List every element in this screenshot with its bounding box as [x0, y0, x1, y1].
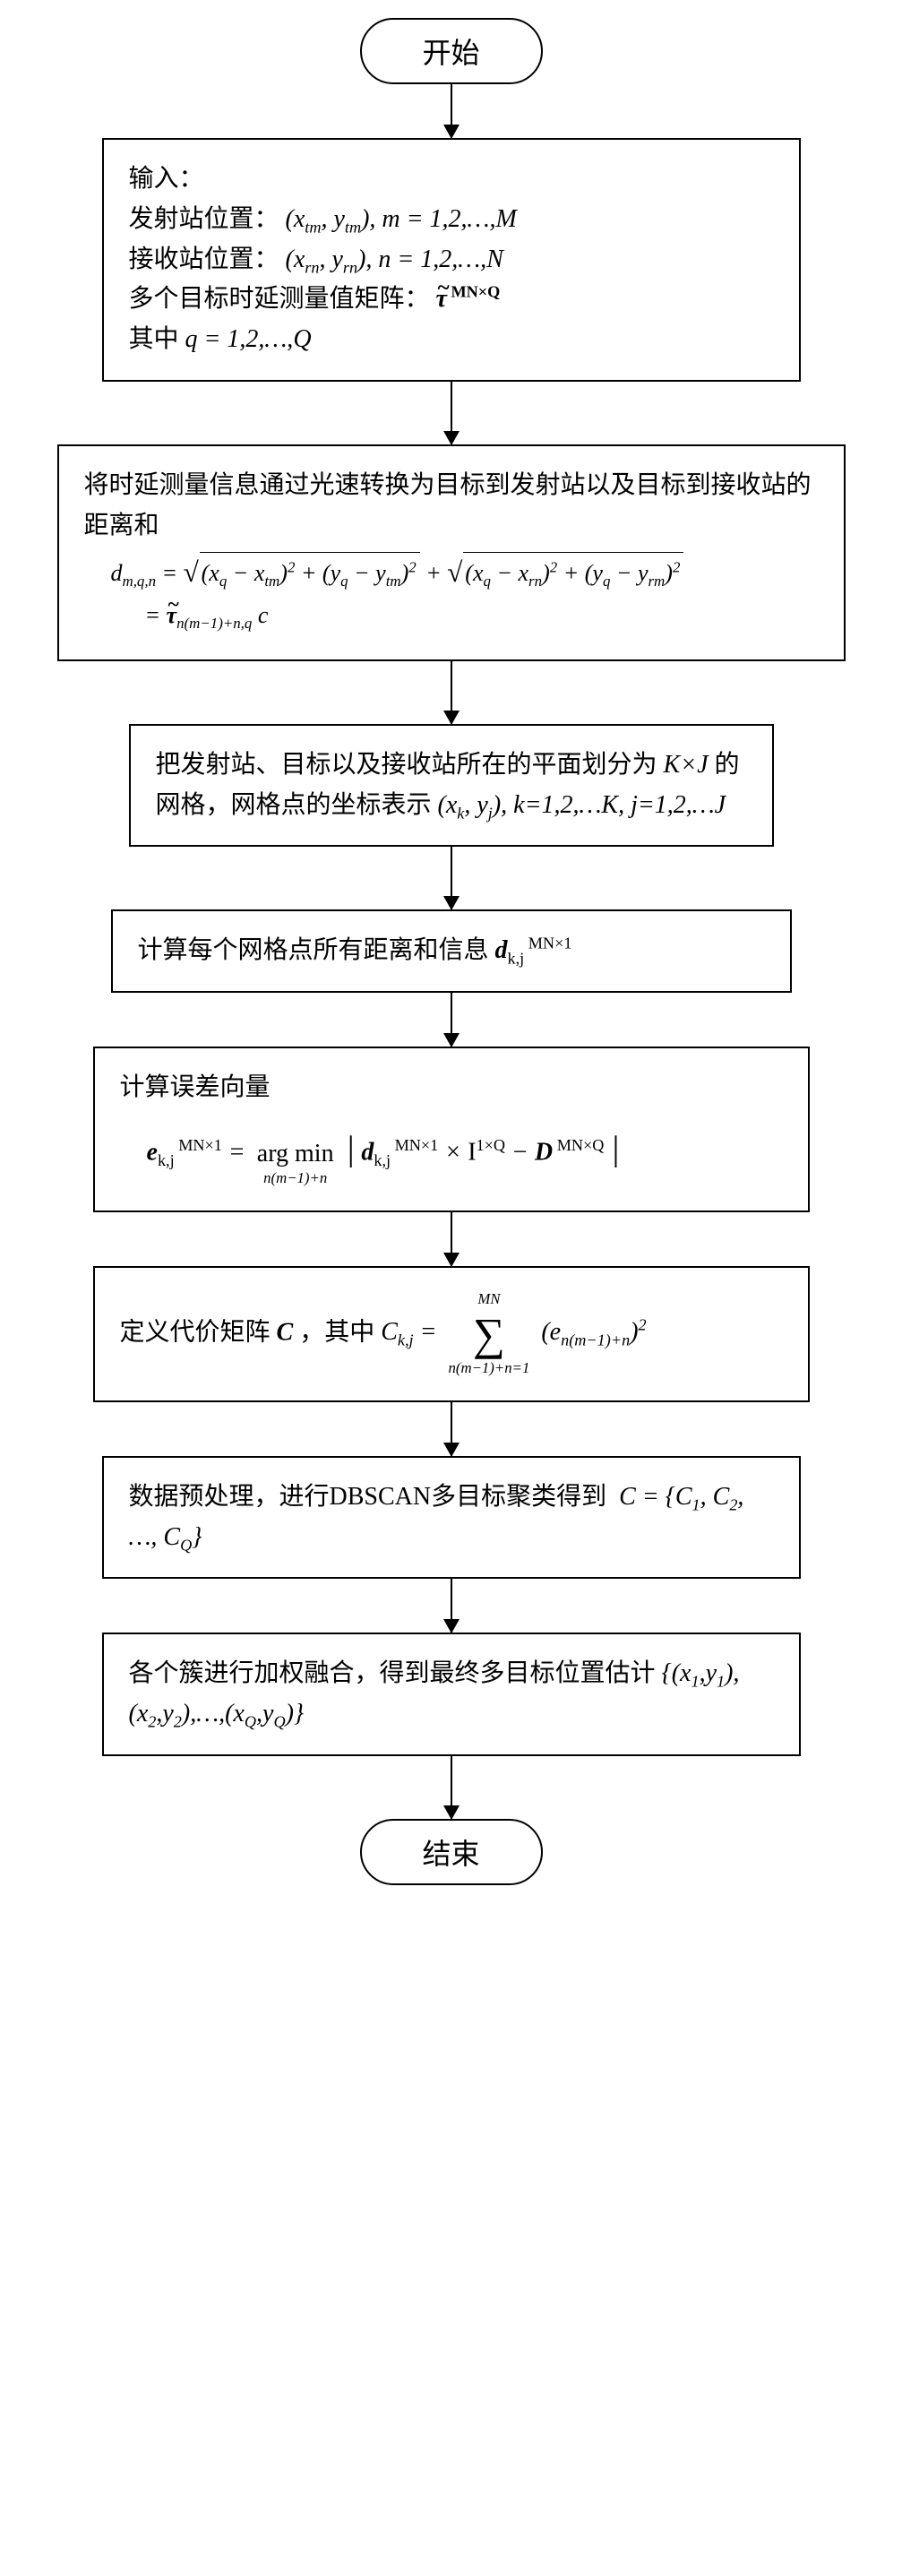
text: 发射站位置：	[129, 205, 279, 233]
line: 输入：	[129, 159, 774, 200]
input-box: 输入： 发射站位置： (xtm, ytm), m = 1,2,…,M 接收站位置…	[102, 138, 801, 382]
arrow	[451, 1579, 452, 1633]
arrow	[451, 661, 452, 724]
arrow	[451, 993, 452, 1047]
arrow	[451, 1756, 452, 1819]
distance-box: 将时延测量信息通过光速转换为目标到发射站以及目标到接收站的距离和 dm,q,n …	[57, 444, 846, 661]
math: (xtm, ytm), m = 1,2,…,M	[286, 205, 517, 233]
arrow	[451, 1402, 452, 1456]
line: 多个目标时延测量值矩阵： τ MN×Q	[129, 280, 774, 320]
text: 计算误差向量	[120, 1068, 783, 1108]
math: τ MN×Q	[436, 285, 501, 313]
cost-matrix-box: 定义代价矩阵 C ，其中 Ck,j = MN ∑ n(m−1)+n=1 (en(…	[93, 1266, 810, 1402]
arrow	[451, 847, 452, 909]
text: 接收站位置：	[129, 246, 279, 273]
equation: Ck,j = MN ∑ n(m−1)+n=1 (en(m−1)+n)2	[381, 1318, 646, 1346]
grid-distance-box: 计算每个网格点所有距离和信息 dk,j MN×1	[111, 909, 792, 993]
dbscan-box: 数据预处理，进行DBSCAN多目标聚类得到 C = {C1, C2, …, CQ…	[102, 1456, 801, 1580]
arrow	[451, 382, 452, 444]
end-label: 结束	[422, 1838, 479, 1870]
end-terminator: 结束	[360, 1819, 543, 1885]
grid-box: 把发射站、目标以及接收站所在的平面划分为 K×J 的网格，网格点的坐标表示 (x…	[129, 724, 774, 848]
math: q = 1,2,…,Q	[185, 325, 312, 353]
error-vector-box: 计算误差向量 ek,j MN×1 = arg min n(m−1)+n | dk…	[93, 1047, 810, 1212]
start-label: 开始	[422, 37, 479, 69]
text: 将时延测量信息通过光速转换为目标到发射站以及目标到接收站的距离和	[84, 466, 819, 547]
math: dk,j MN×1	[495, 936, 572, 964]
arrow	[451, 1212, 452, 1266]
equation: = τn(m−1)+n,q c	[145, 597, 819, 634]
text: 多个目标时延测量值矩阵：	[129, 285, 430, 313]
text: 各个簇进行加权融合，得到最终多目标位置估计 {(x1,y1),(x2,y2),……	[129, 1659, 740, 1727]
line: 其中 q = 1,2,…,Q	[129, 320, 774, 360]
equation: dm,q,n = (xq − xtm)2 + (yq − ytm)2 + (xq…	[111, 552, 819, 592]
text: 数据预处理，进行DBSCAN多目标聚类得到 C = {C1, C2, …, CQ…	[129, 1483, 744, 1551]
start-terminator: 开始	[360, 18, 543, 84]
text: 定义代价矩阵 C ，其中	[120, 1318, 382, 1346]
flowchart: 开始 输入： 发射站位置： (xtm, ytm), m = 1,2,…,M 接收…	[18, 18, 884, 1885]
fusion-box: 各个簇进行加权融合，得到最终多目标位置估计 {(x1,y1),(x2,y2),……	[102, 1633, 801, 1756]
text: 把发射站、目标以及接收站所在的平面划分为 K×J 的网格，网格点的坐标表示 (x…	[156, 751, 740, 819]
math: (xrn, yrn), n = 1,2,…,N	[286, 246, 503, 273]
line: 接收站位置： (xrn, yrn), n = 1,2,…,N	[129, 240, 774, 280]
equation: ek,j MN×1 = arg min n(m−1)+n | dk,j MN×1…	[147, 1117, 783, 1191]
arrow	[451, 84, 452, 138]
text: 计算每个网格点所有距离和信息	[138, 936, 495, 964]
text: 其中	[129, 325, 185, 353]
line: 发射站位置： (xtm, ytm), m = 1,2,…,M	[129, 200, 774, 240]
